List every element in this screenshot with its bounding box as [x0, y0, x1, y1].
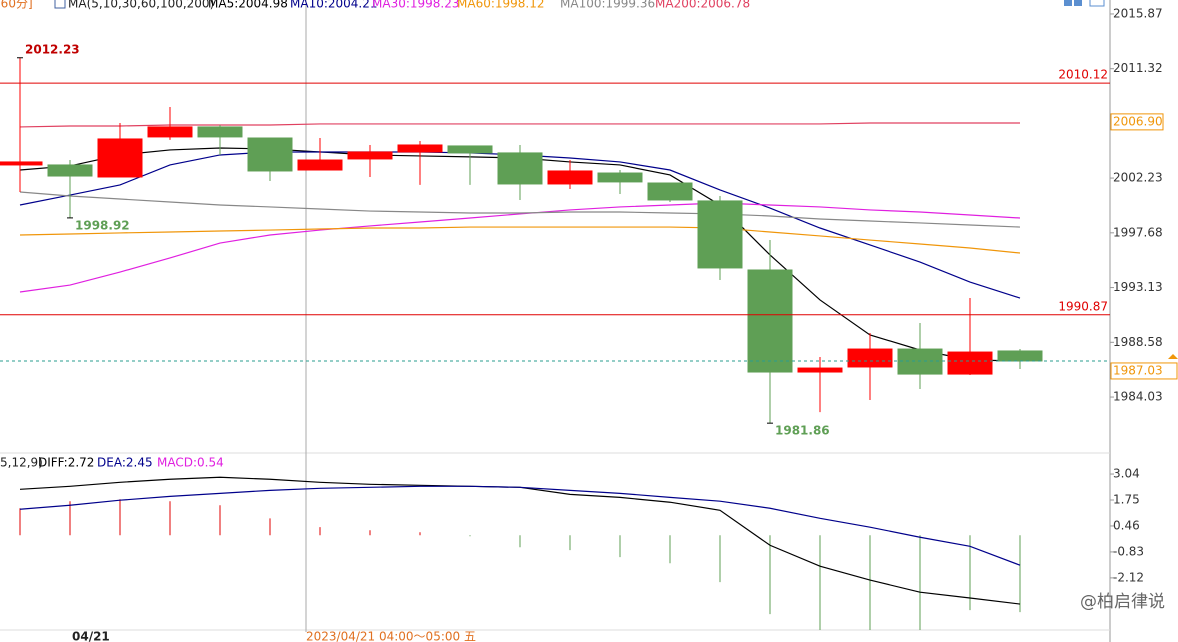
indicator-icon — [54, 0, 66, 9]
period-label: [60分] — [0, 0, 33, 11]
ma-line — [19, 191, 1021, 228]
current-price-box — [1110, 362, 1178, 380]
y-tick-label: 2011.32 — [1113, 61, 1163, 75]
candle-body — [497, 152, 543, 185]
macd-plot — [19, 476, 1021, 630]
candle-body — [97, 138, 143, 178]
y-tick-label: 1993.13 — [1113, 280, 1163, 294]
candle-body — [197, 126, 243, 138]
cursor-label: 2023/04/21 04:00～05:00 五 — [306, 630, 476, 642]
legend-entry: MA10:2004.21 — [290, 0, 378, 11]
level-box — [1110, 113, 1164, 131]
legend-entry: MA60:1998.12 — [457, 0, 545, 11]
candle-body — [397, 144, 443, 153]
y-tick-label: 1.75 — [1113, 493, 1140, 507]
legend-entry: DEA:2.45 — [97, 456, 153, 470]
y-tick-label: 1997.68 — [1113, 225, 1163, 239]
y-tick-label: 1988.58 — [1113, 335, 1163, 349]
legend-entry: DIFF:2.72 — [38, 456, 94, 470]
y-tick-label: -0.83 — [1113, 544, 1144, 558]
candle-body — [947, 351, 993, 375]
current-price-arrow — [1168, 353, 1178, 359]
level-label: 2010.12 — [1058, 68, 1108, 82]
ma-line — [19, 226, 1021, 254]
ma-line — [19, 202, 1021, 293]
candle-body — [747, 269, 793, 373]
x-tick-label: 04/21 — [72, 630, 110, 642]
candle-body — [647, 182, 693, 201]
legend-entry: MA100:1999.36 — [560, 0, 655, 11]
candle-body — [347, 151, 393, 160]
toolbar-icon[interactable] — [1064, 0, 1105, 7]
current-price-label: 1987.03 — [1113, 363, 1163, 377]
candle-body — [597, 172, 643, 183]
candle-body — [247, 137, 293, 172]
candle-body — [47, 164, 93, 177]
y-tick-label: -2.12 — [1113, 570, 1144, 584]
ma-line — [19, 485, 1021, 566]
level-label: 1990.87 — [1058, 299, 1108, 313]
candle-body — [797, 367, 843, 373]
candle-body — [997, 350, 1043, 362]
level-label: 2006.90 — [1113, 114, 1163, 128]
y-tick-label: 2015.87 — [1113, 6, 1163, 20]
macd-indicator: 5,12,9) — [0, 456, 43, 470]
indicator-label: MA(5,10,30,60,100,200) — [68, 0, 214, 11]
low-label: 1981.86 — [775, 424, 830, 438]
candle-body — [0, 161, 43, 166]
candle-body — [847, 348, 893, 368]
y-tick-label: 1984.03 — [1113, 390, 1163, 404]
candle-body — [897, 348, 943, 375]
candle-body — [297, 159, 343, 171]
high-label: 2012.23 — [25, 42, 80, 56]
legend-entry: MA200:2006.78 — [655, 0, 750, 11]
low-label: 1998.92 — [75, 218, 130, 232]
y-tick-label: 3.04 — [1113, 467, 1140, 481]
ma-line — [19, 122, 1020, 128]
macd-legend: MACD:0.54 — [157, 456, 224, 470]
candle-body — [447, 145, 493, 154]
legend-entry: MA5:2004.98 — [208, 0, 288, 11]
y-tick-label: 0.46 — [1113, 518, 1140, 532]
candle-body — [547, 170, 593, 185]
legend-entry: MA30:1998.23 — [372, 0, 460, 11]
price-plot — [0, 57, 1043, 424]
candle-body — [697, 200, 743, 269]
candle-body — [147, 126, 193, 138]
watermark: @柏启律说 — [1080, 592, 1165, 612]
y-tick-label: 2002.23 — [1113, 171, 1163, 185]
